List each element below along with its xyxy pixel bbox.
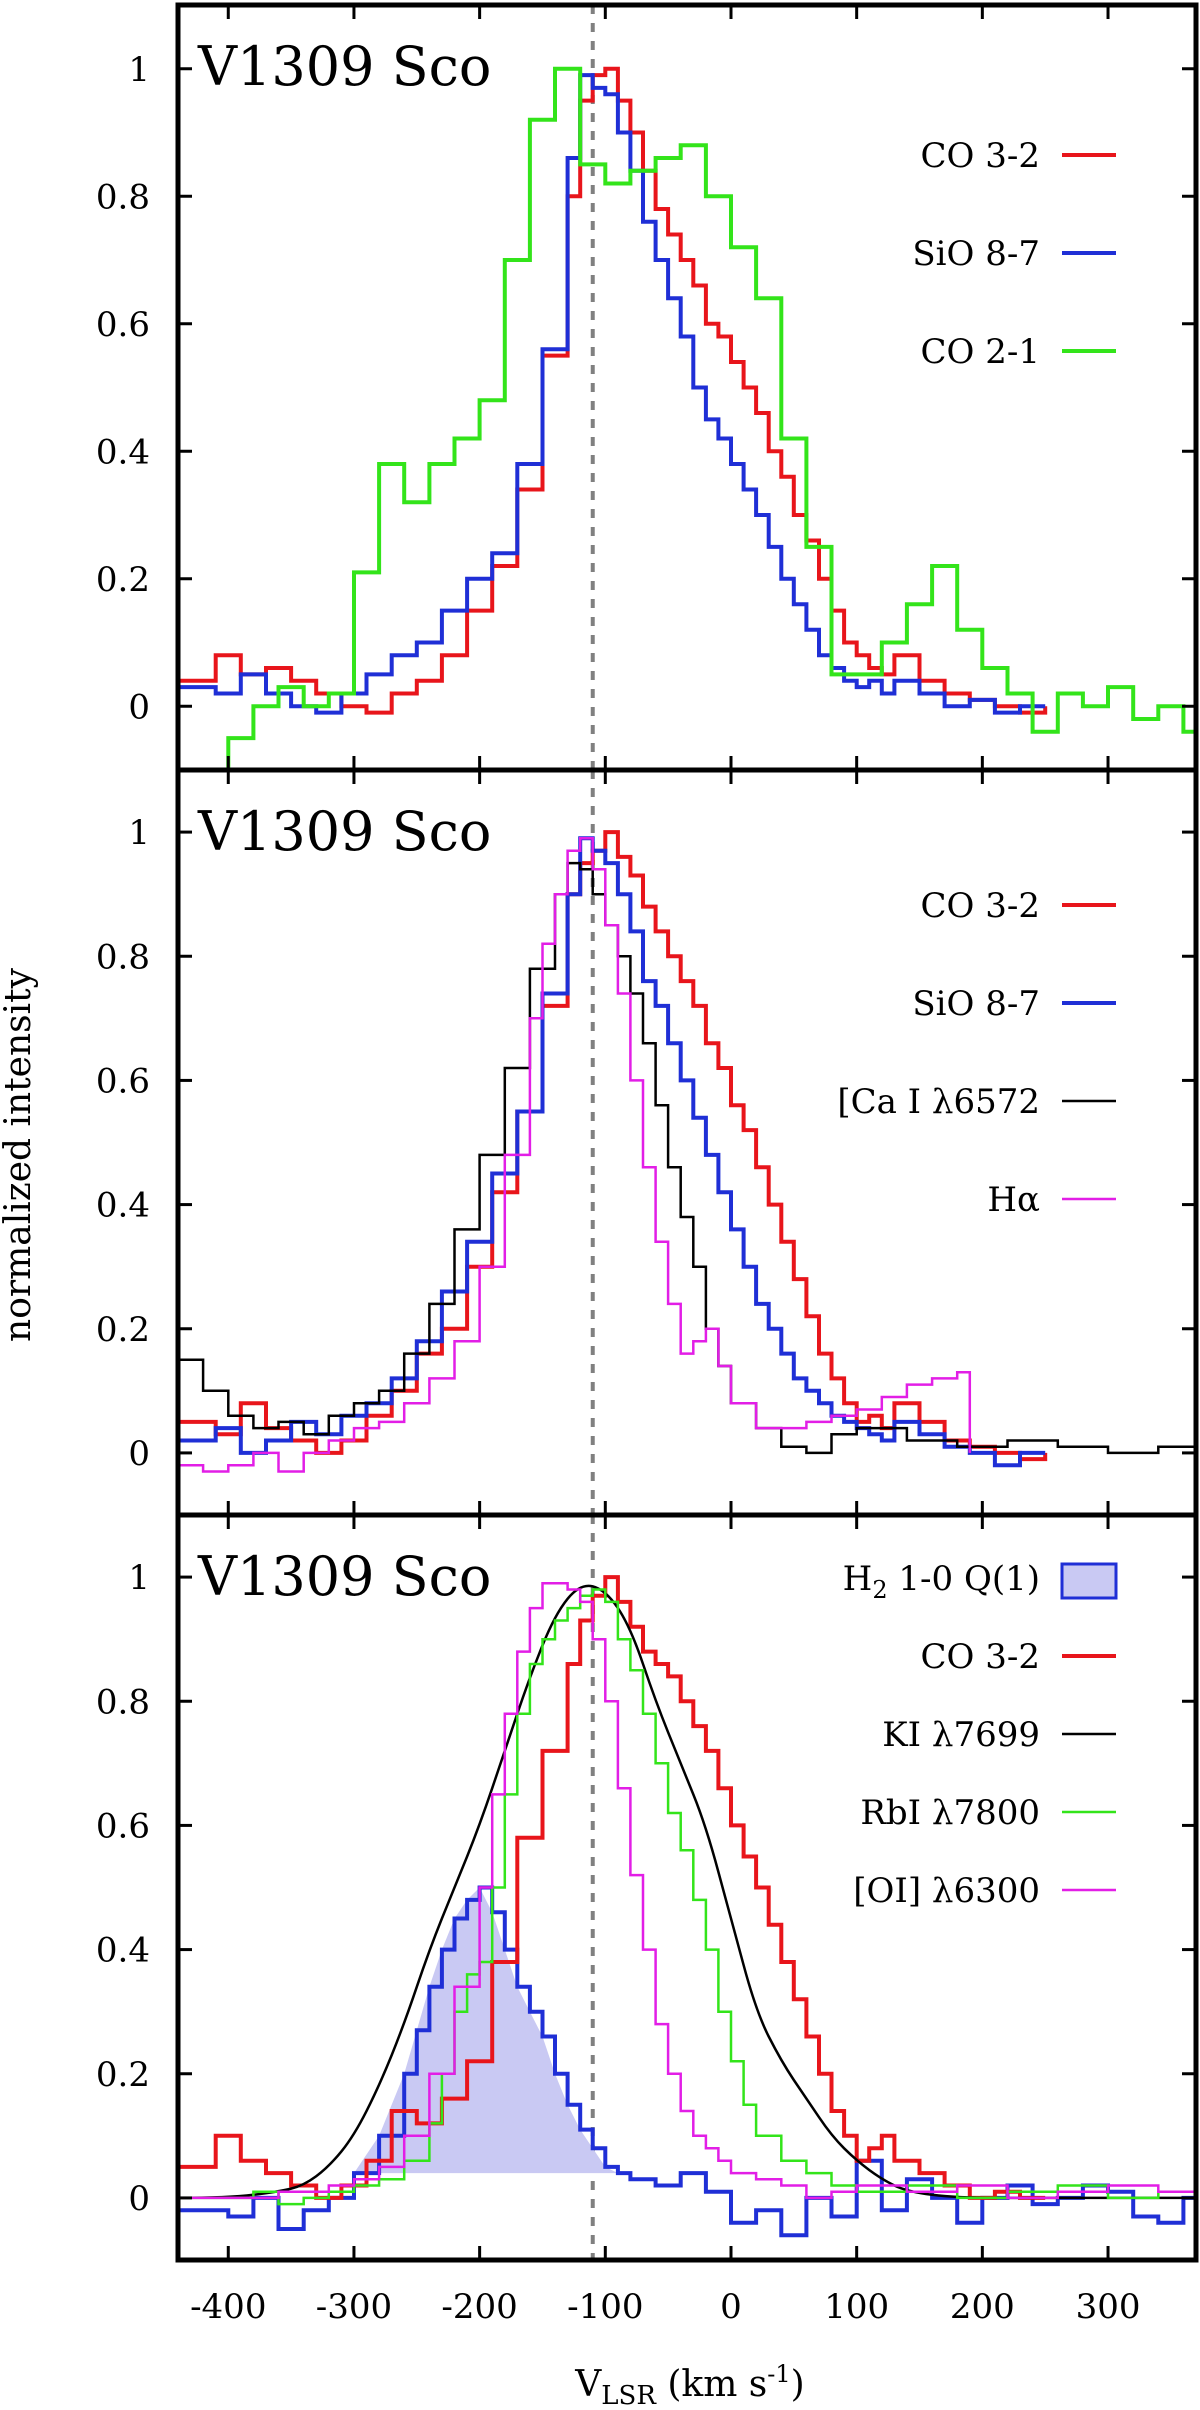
legend-swatch-box — [1060, 1562, 1118, 1600]
x-tick-label: -300 — [316, 2287, 392, 2327]
series-line-h2 — [178, 1885, 1196, 2238]
panel-frame — [175, 1512, 1199, 2263]
series-group — [178, 1575, 1196, 2238]
legend-label: [OI] λ6300 — [853, 1871, 1040, 1911]
series-line-2 — [178, 66, 1196, 770]
y-tick-label: 0 — [128, 1434, 150, 1474]
x-tick-label: -100 — [567, 2287, 643, 2327]
series-line-4 — [178, 1582, 1196, 2200]
legend-label: SiO 8-7 — [912, 234, 1040, 274]
series-line-0 — [178, 66, 1048, 715]
panel-frame — [175, 767, 1199, 1518]
y-tick-label: 0.4 — [96, 432, 150, 472]
y-axis-title: normalized intensity — [0, 967, 39, 1342]
legend-label: CO 3-2 — [921, 1637, 1040, 1677]
x-tick-label: -200 — [441, 2287, 517, 2327]
series-group — [178, 830, 1196, 1473]
x-tick-label: 100 — [824, 2287, 889, 2327]
y-tick-label: 0.8 — [96, 1682, 150, 1722]
series-group — [178, 66, 1196, 770]
legend-label-sub: 2 — [872, 1576, 887, 1604]
y-tick-label: 0.4 — [96, 1931, 150, 1971]
series-line-1 — [178, 836, 1046, 1468]
panel-1: 0 0.2 0.4 0.6 0.8 1 V1309 Sco CO 3-2 SiO 8-7 CO 2… — [96, 2, 1199, 773]
legend-label: RbI λ7800 — [860, 1793, 1040, 1833]
series-line-1 — [178, 1575, 1046, 2200]
y-tick-label: 0.8 — [96, 937, 150, 977]
y-tick-label: 1 — [128, 1558, 150, 1598]
legend-label: CO 2-1 — [921, 332, 1040, 372]
legend-label: KI λ7699 — [882, 1715, 1040, 1755]
legend-label: H2 1-0 Q(1) — [843, 1559, 1040, 1604]
y-tick-label: 0.4 — [96, 1186, 150, 1226]
x-axis-title-main: V — [574, 2364, 602, 2405]
legend-label-main: H — [843, 1559, 873, 1599]
legend-label: CO 3-2 — [921, 886, 1040, 926]
y-tick-label: 0.6 — [96, 1806, 150, 1846]
legend-label: SiO 8-7 — [912, 984, 1040, 1024]
x-axis-title: VLSR (km s-1) — [574, 2360, 804, 2410]
panel-frame — [175, 2, 1199, 773]
y-tick-label: 0 — [128, 2179, 150, 2219]
panel-title: V1309 Sco — [197, 800, 491, 863]
series-line-3 — [178, 837, 972, 1473]
legend-label: [Ca I λ6572 — [837, 1082, 1040, 1122]
x-axis-title-unit: (km s — [656, 2364, 767, 2405]
y-tick-label: 0 — [128, 687, 150, 727]
y-tick-label: 0.2 — [96, 560, 150, 600]
x-tick-label: 300 — [1076, 2287, 1141, 2327]
y-tick-label: 1 — [128, 50, 150, 90]
y-tick-label: 1 — [128, 813, 150, 853]
series-line-2 — [178, 1584, 1196, 2200]
y-tick-label: 0.6 — [96, 305, 150, 345]
legend-label: Hα — [987, 1180, 1040, 1220]
y-tick-label: 0.2 — [96, 2055, 150, 2095]
legend-label-rest: 1-0 Q(1) — [888, 1559, 1040, 1599]
y-tick-label: 0.8 — [96, 177, 150, 217]
series-fill-h2 — [354, 1887, 757, 2174]
series-line-3 — [178, 1588, 1196, 2206]
panels: 0 0.2 0.4 0.6 0.8 1 V1309 Sco CO 3-2 SiO 8-7 CO 2… — [96, 2, 1199, 2327]
legend-label: CO 3-2 — [921, 136, 1040, 176]
panel-2: 0 0.2 0.4 0.6 0.8 1 V1309 Sco CO 3-2 SiO 8-7 [Ca … — [96, 767, 1199, 1518]
x-tick-label: -400 — [190, 2287, 266, 2327]
panel-3: 0 0.2 0.4 0.6 0.8 1 V1309 Sco H2 1-0 Q(1) CO 3-2… — [96, 1512, 1199, 2263]
panel-title: V1309 Sco — [197, 35, 491, 98]
x-tick-label: 200 — [950, 2287, 1015, 2327]
panel-title: V1309 Sco — [197, 1545, 491, 1608]
y-tick-label: 0.2 — [96, 1310, 150, 1350]
x-axis-title-sub: LSR — [601, 2381, 657, 2410]
x-axis-title-close: ) — [791, 2364, 805, 2405]
x-axis-title-exp: -1 — [767, 2360, 790, 2388]
y-tick-label: 0.6 — [96, 1061, 150, 1101]
series-line-1 — [178, 73, 1046, 715]
series-line-2 — [178, 861, 1196, 1455]
x-tick-label: 0 — [720, 2287, 742, 2327]
